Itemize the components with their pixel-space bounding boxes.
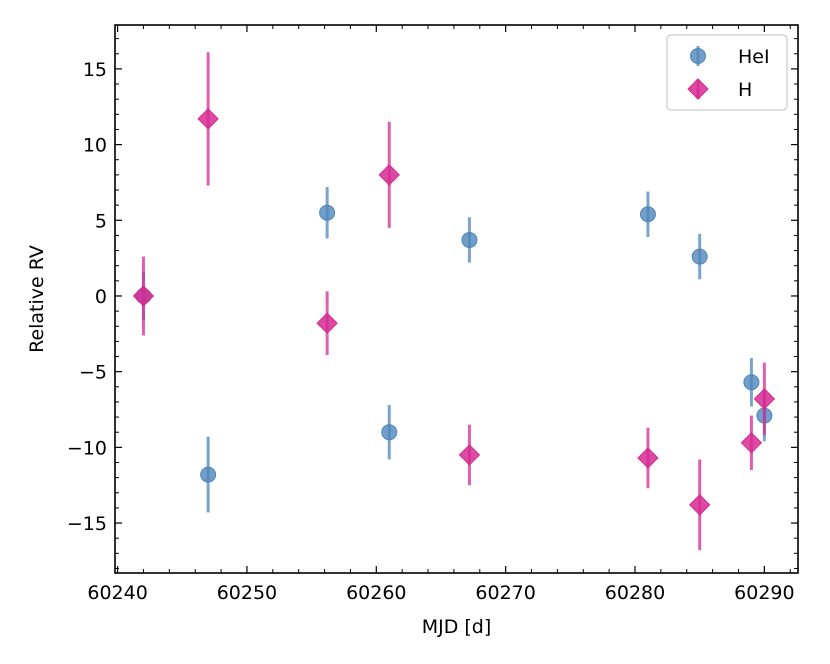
y-tick-label: −10: [67, 437, 107, 459]
hei-point: [639, 206, 656, 223]
h-point: [132, 285, 155, 307]
y-tick-label: 0: [95, 286, 107, 308]
h-point: [753, 388, 776, 410]
legend-h-label: H: [738, 79, 752, 101]
x-tick-label: 60280: [605, 582, 665, 604]
h-point: [688, 494, 711, 516]
h-point: [197, 108, 219, 130]
y-axis-ticks: −15 −10 −5 0 5 10 15: [67, 38, 798, 569]
series-h: [132, 52, 776, 551]
h-point: [316, 312, 338, 334]
hei-point: [743, 374, 760, 391]
h-point: [740, 432, 763, 454]
x-axis-label: MJD [d]: [422, 616, 492, 638]
x-tick-label: 60290: [734, 582, 794, 604]
legend-hei-label: HeI: [738, 46, 770, 68]
x-axis-ticks: 60240 60250 60260 60270 60280 60290: [87, 25, 795, 604]
legend-hei-marker: [690, 48, 706, 64]
y-axis-label: Relative RV: [26, 245, 48, 353]
y-tick-label: 5: [95, 210, 107, 232]
plot-frame: [114, 24, 799, 574]
legend-h-marker: [687, 78, 709, 100]
x-tick-label: 60270: [475, 582, 535, 604]
hei-point: [319, 204, 336, 221]
y-tick-label: −15: [67, 513, 107, 535]
h-point: [637, 447, 659, 469]
hei-point: [381, 424, 398, 441]
x-tick-label: 60240: [87, 582, 147, 604]
x-tick-label: 60260: [346, 582, 406, 604]
series-hei: [135, 186, 773, 513]
hei-point: [461, 231, 478, 248]
y-tick-label: 15: [83, 59, 107, 81]
x-tick-label: 60250: [217, 582, 277, 604]
y-tick-label: 10: [83, 135, 107, 157]
y-tick-label: −5: [79, 362, 107, 384]
hei-point: [200, 466, 217, 483]
h-point: [458, 444, 481, 466]
hei-point: [691, 248, 708, 265]
legend: HeI H: [666, 34, 788, 111]
h-point: [378, 164, 400, 186]
series-layer: [132, 52, 776, 551]
